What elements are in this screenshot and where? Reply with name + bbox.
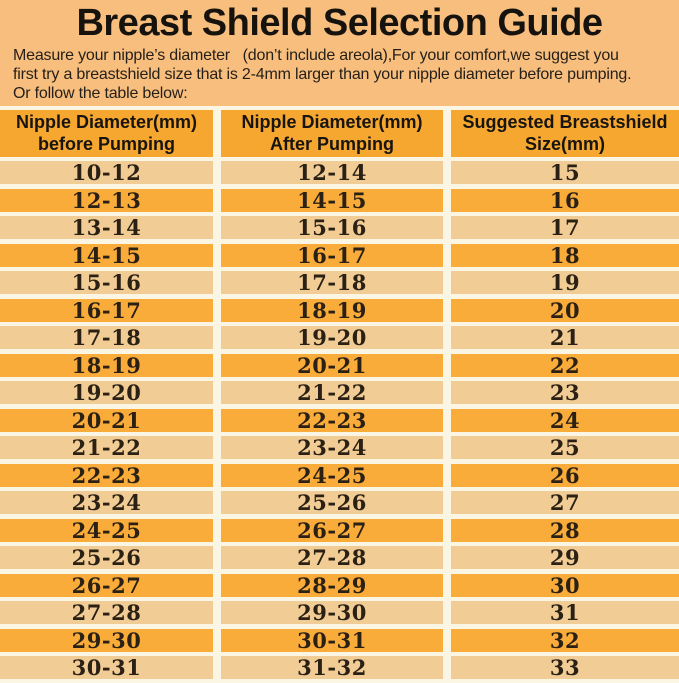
column-header-line: Size(mm) xyxy=(524,133,605,154)
column-header-line: before Pumping xyxy=(37,133,175,154)
table-cell-size: 29 xyxy=(451,545,679,570)
table-cell-size: 32 xyxy=(451,628,679,653)
table-cell-before: 14-15 xyxy=(0,243,213,268)
table-cell-before: 25-26 xyxy=(0,545,213,570)
column-header-text: Suggested Breastshield Size(mm) xyxy=(462,112,667,155)
table-cell-size: 33 xyxy=(451,655,679,680)
intro-line-3: Or follow the table below: xyxy=(13,85,188,102)
table-cell-before: 29-30 xyxy=(0,628,213,653)
table-cell-after: 31-32 xyxy=(221,655,443,680)
table-cell-before: 17-18 xyxy=(0,325,213,350)
table-cell-after: 20-21 xyxy=(221,353,443,378)
table-cell-size: 20 xyxy=(451,298,679,323)
table-cell-size: 24 xyxy=(451,408,679,433)
table-cell-size: 22 xyxy=(451,353,679,378)
table-cell-before: 23-24 xyxy=(0,490,213,515)
intro-text: Measure your nipple’s diameter (don’t in… xyxy=(0,46,679,103)
column-header-before-pumping: Nipple Diameter(mm) before Pumping xyxy=(0,110,213,157)
table-cell-after: 15-16 xyxy=(221,215,443,240)
table-cell-before: 18-19 xyxy=(0,353,213,378)
table-cell-after: 27-28 xyxy=(221,545,443,570)
column-header-text: Nipple Diameter(mm) before Pumping xyxy=(16,112,197,155)
table-cell-size: 30 xyxy=(451,573,679,598)
table-cell-size: 27 xyxy=(451,490,679,515)
size-selection-table: Nipple Diameter(mm) before Pumping Nippl… xyxy=(0,106,679,683)
table-cell-size: 31 xyxy=(451,600,679,625)
table-cell-before: 24-25 xyxy=(0,518,213,543)
column-header-text: Nipple Diameter(mm) After Pumping xyxy=(241,112,422,155)
column-header-suggested-size: Suggested Breastshield Size(mm) xyxy=(451,110,679,157)
intro-line-1: Measure your nipple’s diameter (don’t in… xyxy=(13,47,619,64)
table-cell-before: 13-14 xyxy=(0,215,213,240)
table-cell-before: 26-27 xyxy=(0,573,213,598)
table-cell-after: 21-22 xyxy=(221,380,443,405)
table-cell-size: 18 xyxy=(451,243,679,268)
table-cell-after: 18-19 xyxy=(221,298,443,323)
table-cell-size: 28 xyxy=(451,518,679,543)
column-header-line: Nipple Diameter(mm) xyxy=(241,112,423,132)
table-cell-after: 30-31 xyxy=(221,628,443,653)
table-cell-size: 17 xyxy=(451,215,679,240)
table-cell-after: 23-24 xyxy=(221,435,443,460)
table-cell-size: 19 xyxy=(451,270,679,295)
table-cell-size: 21 xyxy=(451,325,679,350)
table-cell-size: 16 xyxy=(451,188,679,213)
table-cell-before: 27-28 xyxy=(0,600,213,625)
table-cell-after: 22-23 xyxy=(221,408,443,433)
table-cell-before: 30-31 xyxy=(0,655,213,680)
column-header-line: After Pumping xyxy=(269,133,394,154)
table-cell-before: 21-22 xyxy=(0,435,213,460)
table-cell-before: 20-21 xyxy=(0,408,213,433)
table-cell-before: 16-17 xyxy=(0,298,213,323)
table-cell-size: 15 xyxy=(451,160,679,185)
column-header-line: Suggested Breastshield xyxy=(462,112,668,132)
table-cell-before: 10-12 xyxy=(0,160,213,185)
table-cell-size: 23 xyxy=(451,380,679,405)
table-cell-after: 19-20 xyxy=(221,325,443,350)
table-cell-after: 29-30 xyxy=(221,600,443,625)
table-cell-size: 26 xyxy=(451,463,679,488)
intro-line-2: first try a breastshield size that is 2-… xyxy=(13,66,632,83)
column-header-line: Nipple Diameter(mm) xyxy=(15,112,198,132)
table-cell-after: 14-15 xyxy=(221,188,443,213)
table-cell-before: 19-20 xyxy=(0,380,213,405)
column-header-after-pumping: Nipple Diameter(mm) After Pumping xyxy=(221,110,443,157)
table-cell-after: 28-29 xyxy=(221,573,443,598)
table-cell-after: 26-27 xyxy=(221,518,443,543)
table-cell-after: 24-25 xyxy=(221,463,443,488)
table-cell-after: 12-14 xyxy=(221,160,443,185)
table-cell-after: 16-17 xyxy=(221,243,443,268)
table-cell-before: 22-23 xyxy=(0,463,213,488)
table-cell-before: 12-13 xyxy=(0,188,213,213)
table-cell-after: 25-26 xyxy=(221,490,443,515)
table-cell-after: 17-18 xyxy=(221,270,443,295)
page-title: Breast Shield Selection Guide xyxy=(76,2,603,44)
table-cell-size: 25 xyxy=(451,435,679,460)
table-cell-before: 15-16 xyxy=(0,270,213,295)
